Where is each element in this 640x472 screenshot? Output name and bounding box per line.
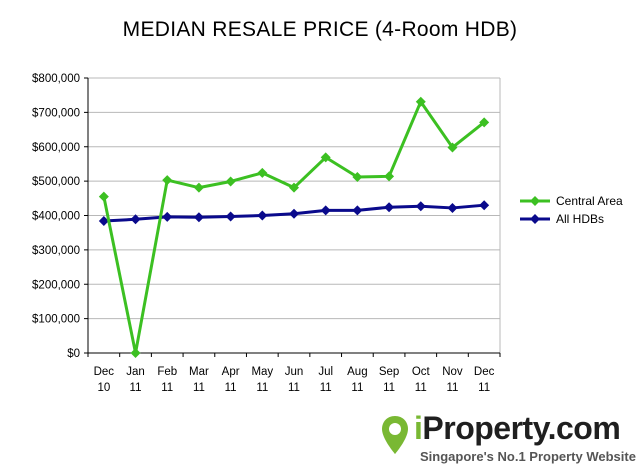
x-tick-label: 11 [130, 382, 142, 394]
y-tick-label: $500,000 [32, 176, 80, 188]
y-tick-labels: $0 $100,000 $200,000 $300,000 $400,000 $500,0… [32, 73, 80, 360]
x-tick-label: Aug [347, 366, 367, 378]
y-tick-label: $100,000 [32, 314, 80, 326]
legend-label: Central Area [556, 194, 623, 208]
chart-area: $0 $100,000 $200,000 $300,000 $400,000 $500,0… [32, 73, 623, 394]
data-point [289, 182, 299, 193]
x-tick-label: 11 [256, 382, 268, 394]
data-point [384, 202, 395, 213]
x-tick-label: Nov [442, 366, 463, 378]
series-line [102, 100, 486, 355]
y-tick-label: $700,000 [32, 107, 80, 119]
series-lines [98, 96, 490, 358]
y-tick-label: $200,000 [32, 279, 80, 291]
x-tick-label: Dec [474, 366, 495, 378]
data-point [225, 211, 236, 222]
data-point [130, 214, 141, 225]
data-point [193, 212, 204, 223]
iproperty-logo: iProperty.com Singapore's No.1 Property … [380, 410, 636, 470]
data-point [257, 167, 268, 178]
data-point [98, 216, 109, 226]
data-point [162, 175, 173, 186]
x-tick-label: 11 [161, 382, 173, 394]
x-tick-label: 11 [193, 382, 205, 394]
x-tick-label: 11 [446, 382, 458, 394]
legend-marker [530, 214, 540, 224]
axes [84, 77, 501, 357]
x-tick-label: 10 [97, 382, 110, 394]
x-tick-label: May [251, 366, 273, 378]
data-point [320, 152, 331, 163]
data-point [352, 205, 363, 216]
y-tick-label: $600,000 [32, 142, 80, 154]
x-tick-label: 11 [320, 382, 332, 394]
data-point [415, 96, 426, 107]
x-tick-label: 11 [478, 382, 490, 394]
data-point [225, 176, 236, 187]
x-tick-label: Dec [94, 366, 115, 378]
x-tick-label: Feb [157, 366, 177, 378]
x-tick-label: Oct [412, 366, 431, 378]
x-tick-label: Apr [222, 366, 240, 378]
map-pin-icon [382, 416, 408, 454]
x-tick-label: Jul [318, 366, 333, 378]
brand-name: iProperty.com [414, 410, 621, 446]
data-point [289, 208, 299, 219]
data-point [320, 205, 331, 216]
x-tick-label: Jan [126, 366, 145, 378]
x-tick-label: 11 [225, 382, 237, 394]
x-tick-label: 11 [288, 382, 300, 394]
x-tick-label: 11 [415, 382, 427, 394]
x-tick-label: 11 [351, 382, 363, 394]
brand-tagline: Singapore's No.1 Property Website [420, 449, 636, 464]
data-point [447, 202, 458, 213]
data-point [479, 200, 490, 211]
legend-label: All HDBs [556, 212, 604, 226]
data-point [415, 201, 426, 212]
data-point [162, 211, 173, 222]
data-point [130, 348, 141, 358]
y-tick-label: $400,000 [32, 211, 80, 223]
x-tick-label: Jun [285, 366, 304, 378]
legend-marker [530, 196, 540, 206]
x-tick-labels: Dec 10 Jan 11 Feb 11 Mar 11 Apr 11 May 11 Jun 11 Jul 11… [94, 366, 495, 394]
data-point [193, 182, 204, 193]
x-tick-label: 11 [383, 382, 395, 394]
data-point [447, 142, 458, 153]
y-tick-label: $800,000 [32, 73, 80, 85]
data-point [479, 117, 490, 128]
chart-title: MEDIAN RESALE PRICE (4-Room HDB) [122, 18, 518, 41]
data-point [257, 210, 268, 221]
x-tick-label: Mar [189, 366, 209, 378]
x-tick-label: Sep [379, 366, 399, 378]
y-tick-label: $0 [67, 348, 80, 360]
data-point [384, 171, 395, 182]
data-point [98, 191, 109, 202]
y-tick-label: $300,000 [32, 245, 80, 257]
data-point [352, 172, 363, 182]
legend: Central Area All HDBs [520, 194, 623, 226]
